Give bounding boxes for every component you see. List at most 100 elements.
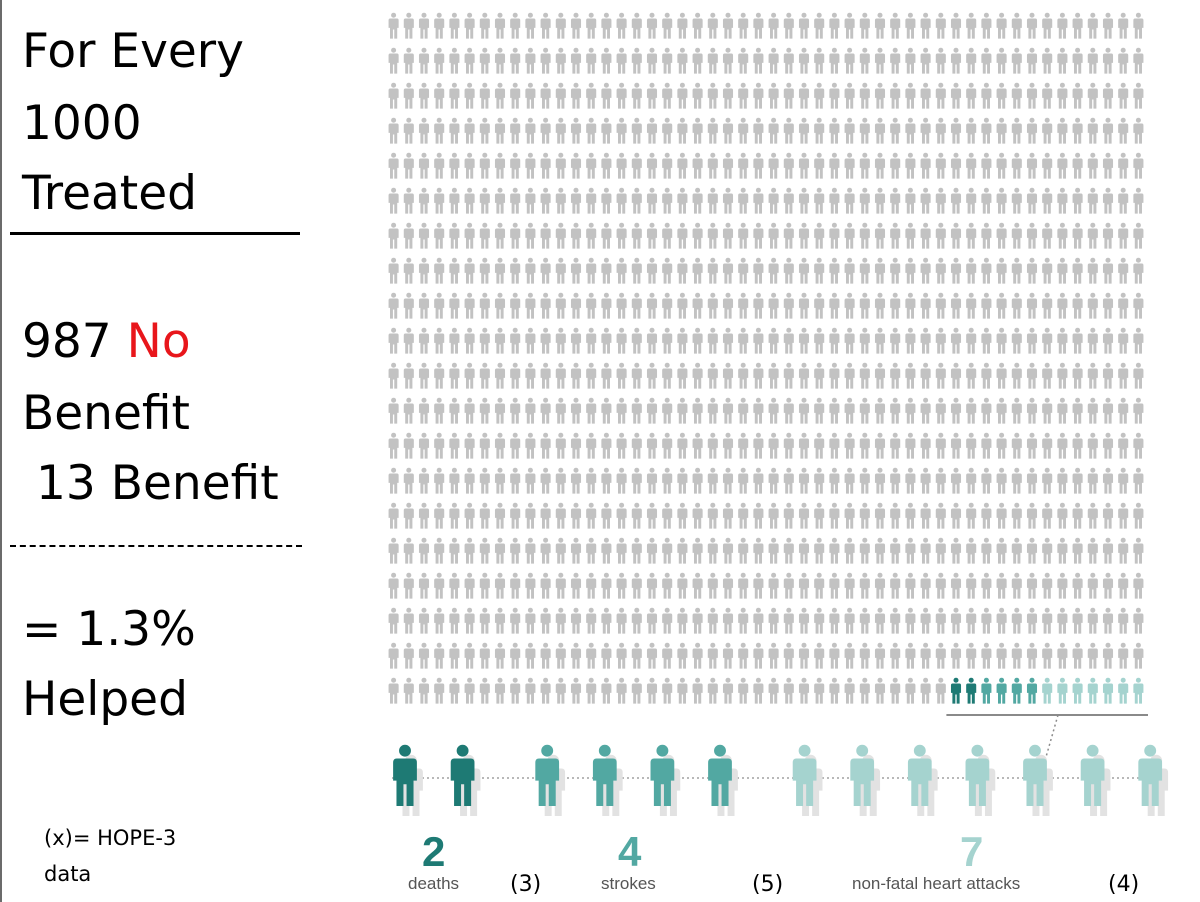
person-icon bbox=[707, 292, 718, 319]
person-icon bbox=[388, 467, 399, 494]
person-icon bbox=[677, 362, 688, 389]
person-icon bbox=[981, 642, 992, 669]
person-icon bbox=[707, 187, 718, 214]
person-icon bbox=[434, 12, 445, 39]
person-icon bbox=[768, 327, 779, 354]
person-icon bbox=[738, 47, 749, 74]
person-icon bbox=[1102, 467, 1114, 494]
person-icon bbox=[662, 362, 673, 389]
person-icon bbox=[616, 677, 627, 704]
person-icon bbox=[646, 257, 658, 284]
person-icon bbox=[434, 502, 445, 529]
person-icon bbox=[722, 292, 734, 319]
person-icon bbox=[388, 397, 399, 424]
person-icon bbox=[601, 432, 612, 459]
person-icon bbox=[707, 12, 718, 39]
person-icon bbox=[966, 292, 977, 319]
person-icon bbox=[494, 432, 506, 459]
person-icon bbox=[722, 47, 734, 74]
person-icon bbox=[525, 327, 536, 354]
person-icon bbox=[616, 362, 627, 389]
person-icon bbox=[950, 257, 962, 284]
person-icon bbox=[905, 677, 916, 704]
person-icon bbox=[783, 12, 794, 39]
person-icon bbox=[1072, 537, 1083, 564]
person-icon bbox=[464, 117, 475, 144]
person-icon bbox=[798, 12, 810, 39]
person-icon bbox=[570, 362, 582, 389]
person-icon bbox=[844, 47, 855, 74]
person-icon bbox=[1133, 117, 1144, 144]
person-icon bbox=[935, 677, 946, 704]
person-icon bbox=[1118, 152, 1129, 179]
person-icon bbox=[783, 572, 794, 599]
person-icon bbox=[388, 432, 399, 459]
person-icon bbox=[798, 82, 810, 109]
person-icon bbox=[1102, 47, 1114, 74]
person-icon bbox=[1011, 467, 1022, 494]
person-icon bbox=[1057, 362, 1068, 389]
person-icon bbox=[722, 502, 734, 529]
person-icon bbox=[1057, 187, 1068, 214]
person-icon bbox=[950, 467, 962, 494]
person-icon bbox=[479, 82, 490, 109]
person-icon bbox=[738, 257, 749, 284]
person-icon bbox=[449, 327, 460, 354]
person-icon bbox=[388, 47, 399, 74]
person-icon bbox=[905, 537, 916, 564]
person-icon bbox=[540, 642, 551, 669]
person-icon bbox=[859, 222, 870, 249]
person-icon bbox=[662, 222, 673, 249]
person-icon bbox=[1118, 292, 1129, 319]
person-icon bbox=[616, 607, 627, 634]
person-icon bbox=[814, 117, 825, 144]
person-icon bbox=[798, 432, 810, 459]
person-icon bbox=[525, 572, 536, 599]
person-icon bbox=[525, 292, 536, 319]
person-icon bbox=[555, 397, 566, 424]
person-icon bbox=[449, 47, 460, 74]
person-icon bbox=[1042, 572, 1053, 599]
person-icon bbox=[616, 257, 627, 284]
person-icon bbox=[722, 222, 734, 249]
person-icon bbox=[996, 362, 1007, 389]
person-icon bbox=[920, 397, 931, 424]
person-icon bbox=[722, 82, 734, 109]
no-benefit-count: 987 bbox=[22, 314, 112, 369]
person-icon bbox=[525, 432, 536, 459]
person-icon bbox=[1057, 12, 1068, 39]
person-icon bbox=[494, 257, 506, 284]
person-icon bbox=[586, 467, 597, 494]
person-icon bbox=[859, 292, 870, 319]
person-icon bbox=[631, 12, 642, 39]
person-icon bbox=[738, 152, 749, 179]
person-icon bbox=[403, 467, 414, 494]
person-icon bbox=[859, 257, 870, 284]
person-icon bbox=[950, 537, 962, 564]
person-icon bbox=[1042, 187, 1053, 214]
person-icon bbox=[1102, 572, 1114, 599]
person-icon bbox=[798, 222, 810, 249]
person-icon bbox=[1072, 642, 1083, 669]
person-icon bbox=[692, 362, 703, 389]
person-icon bbox=[890, 12, 901, 39]
person-icon bbox=[1072, 222, 1083, 249]
person-icon bbox=[859, 82, 870, 109]
person-icon bbox=[1011, 642, 1022, 669]
person-icon bbox=[631, 117, 642, 144]
person-icon bbox=[555, 222, 566, 249]
outcome-figure bbox=[792, 744, 823, 816]
person-icon bbox=[1133, 502, 1144, 529]
person-icon bbox=[1072, 82, 1083, 109]
person-icon bbox=[418, 432, 430, 459]
person-icon bbox=[874, 362, 886, 389]
person-icon bbox=[1057, 292, 1068, 319]
person-icon bbox=[738, 327, 749, 354]
person-icon bbox=[1118, 257, 1129, 284]
person-icon bbox=[555, 12, 566, 39]
person-icon bbox=[479, 502, 490, 529]
person-icon bbox=[525, 152, 536, 179]
person-icon bbox=[555, 572, 566, 599]
person-icon bbox=[798, 537, 810, 564]
